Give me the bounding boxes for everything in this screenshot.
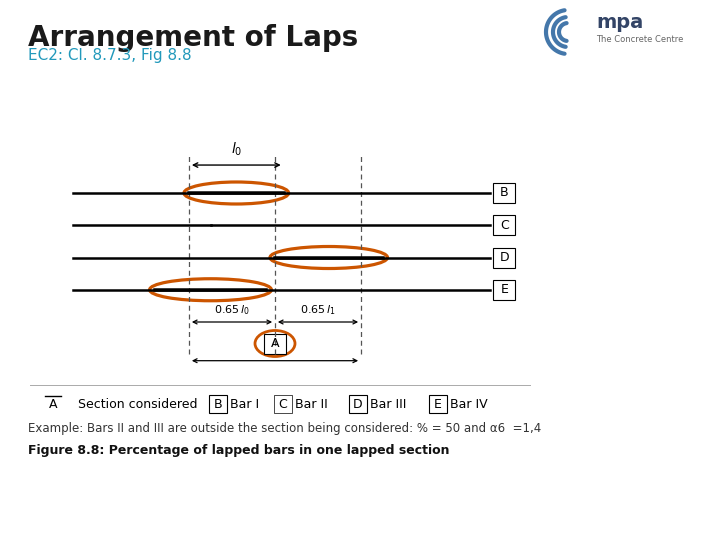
Text: Bar I: Bar I: [230, 397, 259, 410]
FancyBboxPatch shape: [493, 183, 516, 203]
Text: B: B: [214, 397, 222, 410]
Text: A: A: [271, 337, 279, 350]
Text: D: D: [354, 397, 363, 410]
Text: EC2: Cl. 8.7.3, Fig 8.8: EC2: Cl. 8.7.3, Fig 8.8: [28, 48, 192, 63]
Text: E: E: [434, 397, 442, 410]
Text: mpa: mpa: [596, 12, 643, 31]
Text: $0.65\,l_0$: $0.65\,l_0$: [214, 303, 250, 317]
Text: Arrangement of Laps: Arrangement of Laps: [28, 24, 359, 52]
Text: Section considered: Section considered: [78, 397, 197, 410]
FancyBboxPatch shape: [349, 395, 367, 413]
Text: Example: Bars II and III are outside the section being considered: % = 50 and α6: Example: Bars II and III are outside the…: [28, 422, 541, 435]
Text: The Concrete Centre: The Concrete Centre: [596, 36, 683, 44]
Text: Bar II: Bar II: [295, 397, 328, 410]
FancyBboxPatch shape: [264, 334, 286, 354]
Text: A: A: [49, 397, 58, 410]
Text: C: C: [500, 219, 508, 232]
FancyBboxPatch shape: [493, 280, 516, 300]
Text: $l_0$: $l_0$: [230, 140, 242, 158]
Text: C: C: [279, 397, 287, 410]
FancyBboxPatch shape: [493, 247, 516, 267]
FancyBboxPatch shape: [209, 395, 227, 413]
Text: Figure 8.8: Percentage of lapped bars in one lapped section: Figure 8.8: Percentage of lapped bars in…: [28, 444, 449, 457]
Text: E: E: [500, 284, 508, 296]
Text: Bar IV: Bar IV: [450, 397, 487, 410]
Text: B: B: [500, 186, 508, 199]
Text: $0.65\,l_1$: $0.65\,l_1$: [300, 303, 336, 317]
Text: D: D: [500, 251, 509, 264]
FancyBboxPatch shape: [429, 395, 447, 413]
Text: Bar III: Bar III: [370, 397, 406, 410]
FancyBboxPatch shape: [274, 395, 292, 413]
FancyBboxPatch shape: [493, 215, 516, 235]
